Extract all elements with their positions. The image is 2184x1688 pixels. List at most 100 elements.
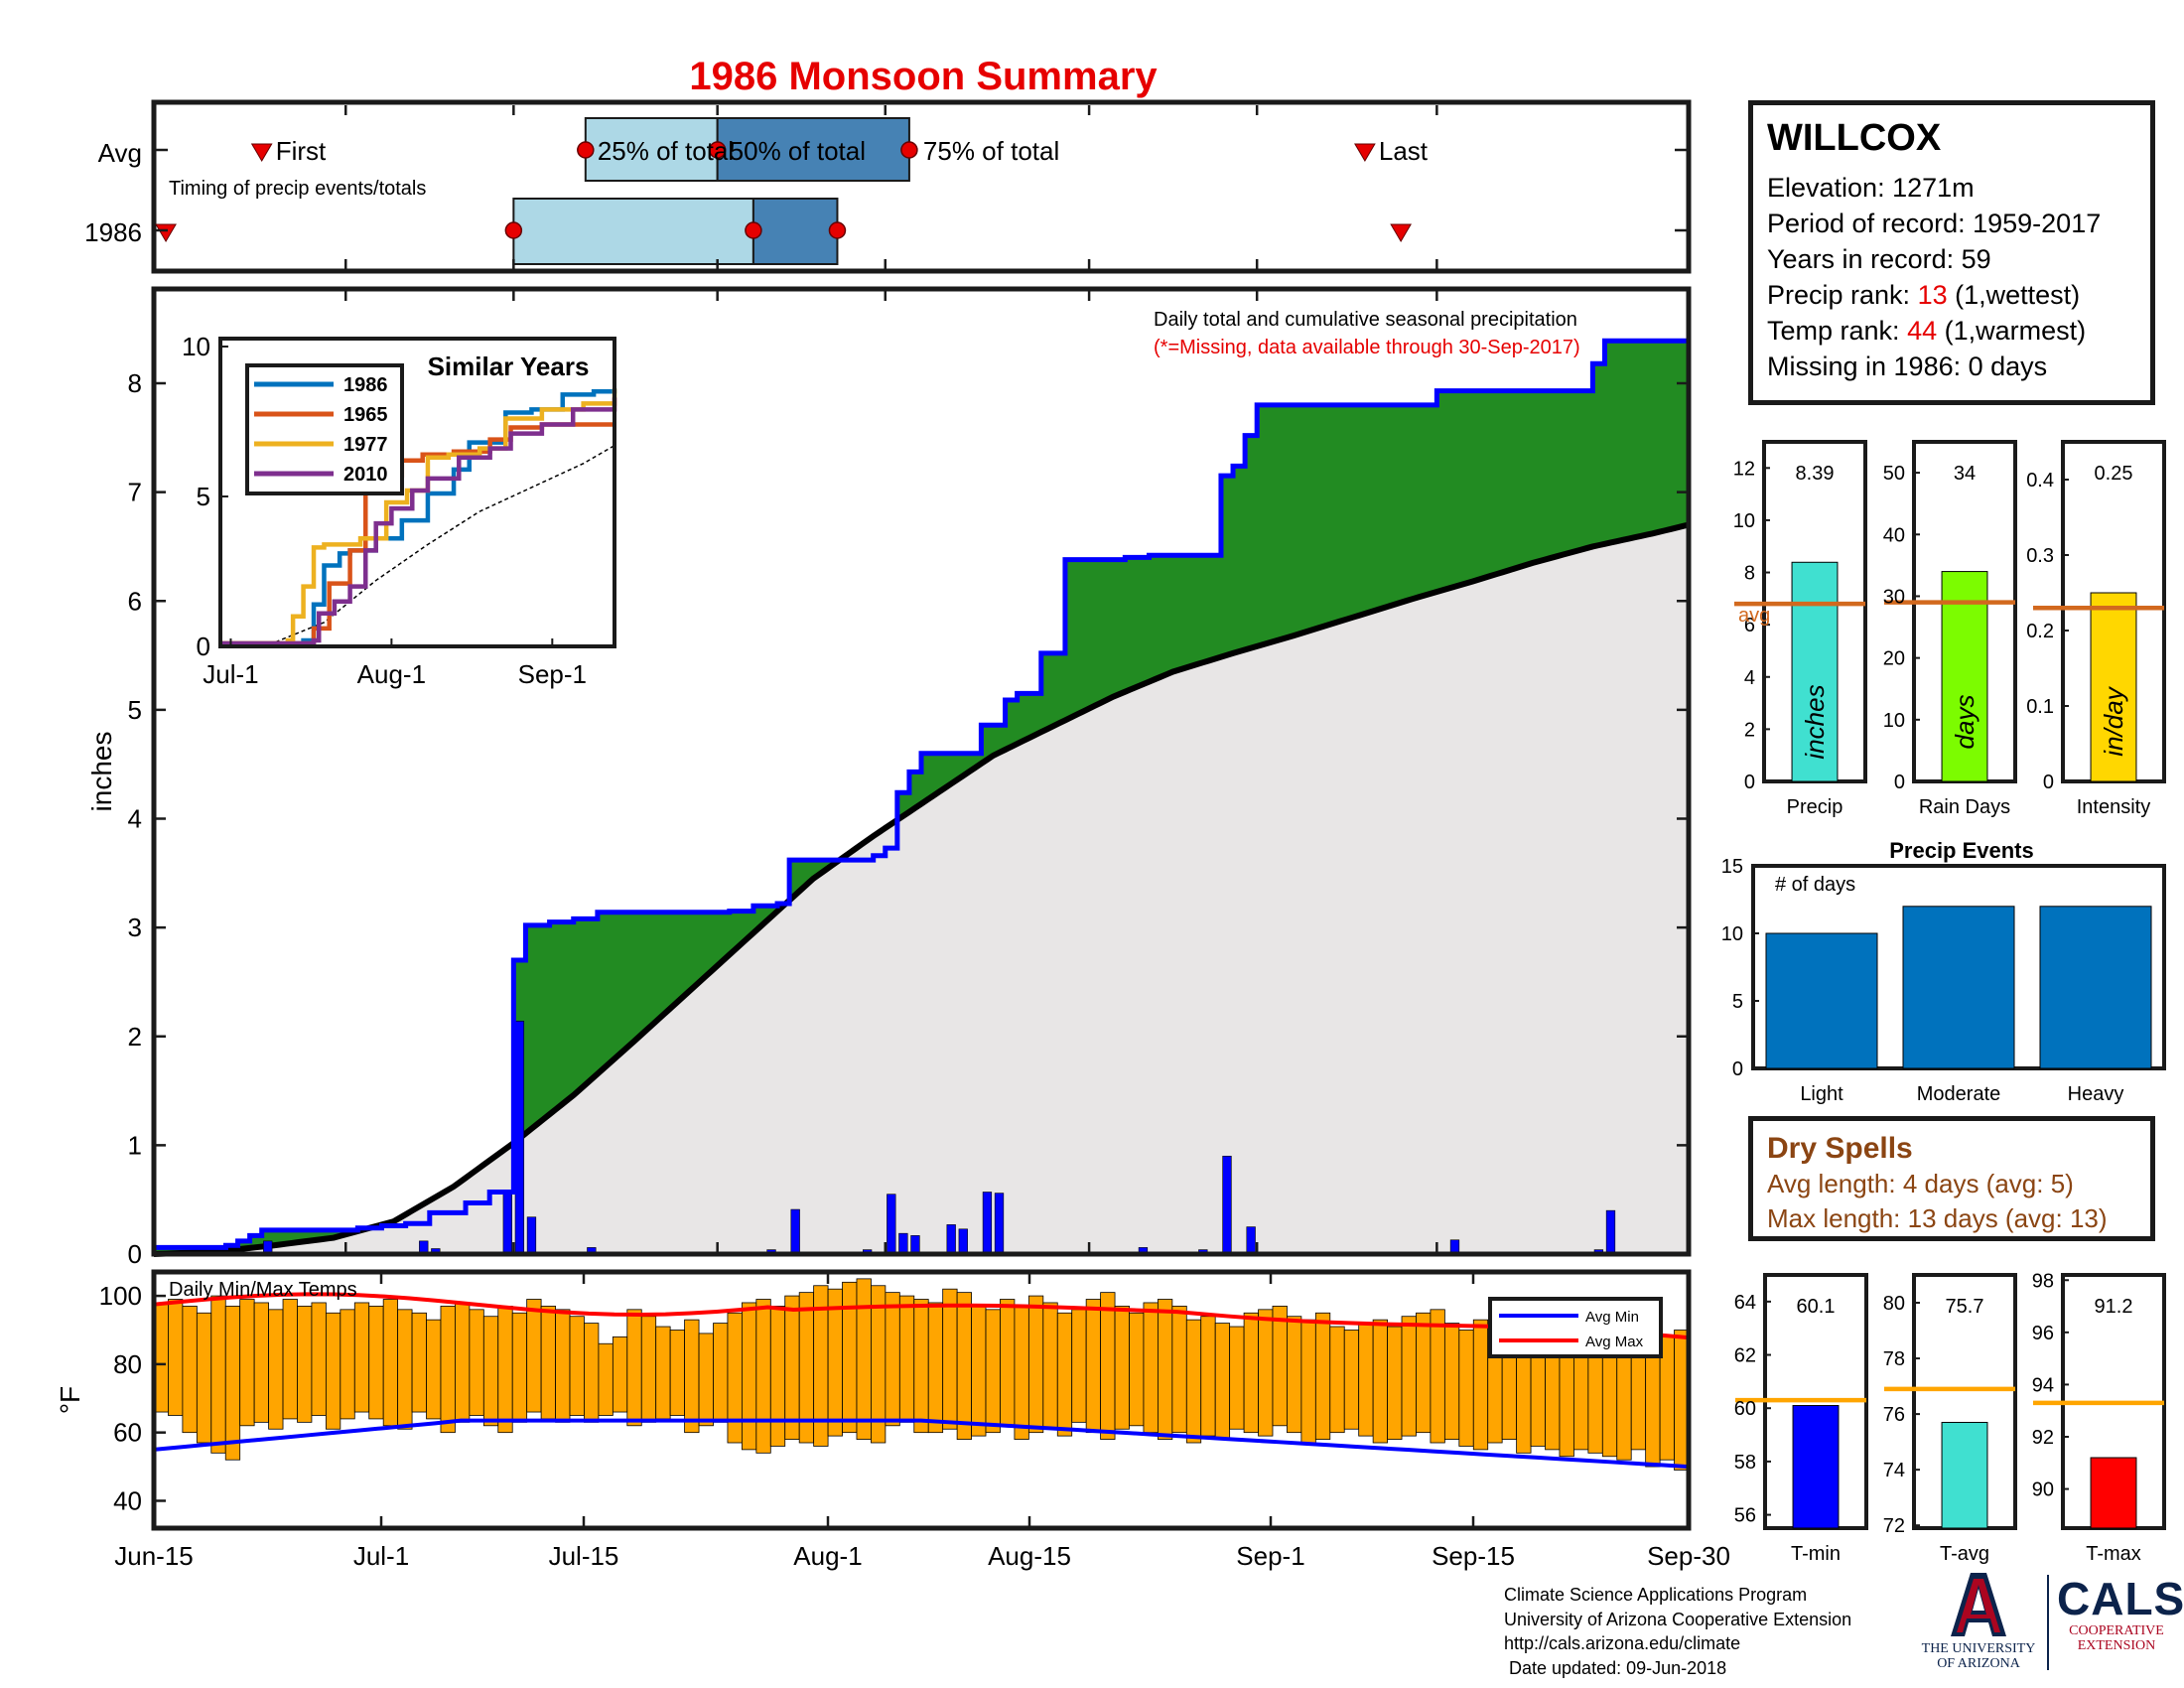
intensity-panel-ytick-label: 0.4 — [2026, 470, 2054, 492]
timing-row-avg: Avg — [98, 138, 142, 168]
tmax-panel-ytick-label: 96 — [2032, 1323, 2054, 1344]
station-precip-rank: Precip rank: 13 (1,wettest) — [1767, 277, 2136, 313]
events-bar-heavy — [2039, 906, 2152, 1069]
daily-temp-bar — [885, 1292, 900, 1427]
events-ytick-label: 10 — [1721, 923, 1743, 945]
daily-temp-bar — [168, 1299, 184, 1416]
tmax-panel-label: T-max — [2086, 1543, 2141, 1565]
daily-temp-bar — [1387, 1326, 1403, 1440]
inset-series-1977 — [220, 388, 617, 646]
station-temp-rank: Temp rank: 44 (1,warmest) — [1767, 313, 2136, 349]
daily-temp-bar — [898, 1295, 915, 1423]
events-ytick-label: 15 — [1721, 856, 1743, 878]
raindays-panel-label: Rain Days — [1919, 796, 2010, 818]
temp-legend: Avg Min Avg Max — [1488, 1297, 1663, 1358]
timing-panel: Avg 1986 Timing of precip events/totals … — [84, 99, 1692, 274]
tmax-panel-ytick-label: 98 — [2032, 1270, 2054, 1292]
daily-temp-bar — [698, 1333, 714, 1427]
precip-panel-bar — [1791, 561, 1839, 782]
tmin-panel: 56 58 60 62 64 60.1 T-min — [1734, 1273, 1868, 1565]
events-bar-light — [1765, 932, 1878, 1069]
main-axes: 0 1 2 3 4 5 6 7 8 — [128, 289, 1689, 1269]
daily-precip-bar — [910, 1235, 920, 1255]
precip-panel: 0 2 4 6 8 10 12 8.39 Precip inches avg — [1733, 440, 1867, 818]
logo-divider — [2047, 1575, 2049, 1670]
raindays-panel-ytick-label: 20 — [1883, 648, 1905, 670]
temp-legend-box — [1488, 1297, 1663, 1358]
daily-temp-bar — [1129, 1312, 1145, 1427]
average-cumulative-line — [153, 521, 1690, 1257]
precip-rank-value: 13 — [1917, 280, 1948, 310]
year-last-marker — [1390, 223, 1413, 242]
main-note-1: Daily total and cumulative seasonal prec… — [1154, 309, 1577, 331]
daily-temp-bar — [612, 1336, 628, 1413]
daily-temp-bar — [482, 1316, 499, 1427]
footer-line-2: University of Arizona Cooperative Extens… — [1504, 1609, 1852, 1629]
last-label: Last — [1379, 136, 1429, 166]
tavg-panel-ytick-label: 76 — [1883, 1404, 1905, 1426]
daily-precip-bar — [958, 1228, 968, 1255]
events-ytick-label: 5 — [1732, 991, 1743, 1013]
inset-ytick-label: 5 — [197, 482, 210, 511]
precip-panel-ytick-label: 2 — [1744, 719, 1755, 741]
daily-temp-bar — [239, 1299, 255, 1427]
raindays-panel-unit: days — [1950, 695, 1979, 750]
cals-logo: CALS COOPERATIVE EXTENSION — [2057, 1574, 2184, 1653]
temp-ytick-label: 40 — [113, 1485, 142, 1515]
daily-precip-bar — [514, 1021, 525, 1255]
precip-panel-ytick-label: 8 — [1744, 563, 1755, 585]
daily-temp-bar — [1100, 1292, 1116, 1440]
avg-p75-dot — [900, 141, 918, 159]
above-average-area — [154, 341, 1690, 1254]
daily-temp-bar — [1071, 1309, 1087, 1423]
events-category-label: Light — [1800, 1083, 1843, 1105]
temp-ytick-label: 80 — [113, 1349, 142, 1379]
dry-spells-title: Dry Spells — [1767, 1132, 1913, 1165]
daily-temp-bar — [927, 1302, 944, 1434]
daily-temp-bar — [1372, 1319, 1388, 1444]
daily-temp-bar — [210, 1295, 226, 1454]
temp-xtick-label: Jul-1 — [353, 1541, 409, 1571]
dry-spells-box: Dry Spells Avg length: 4 days (avg: 5) M… — [1748, 1116, 2155, 1241]
daily-temp-bar — [1143, 1302, 1159, 1434]
daily-temp-bar — [971, 1306, 987, 1437]
inset-xtick-label: Jul-1 — [203, 659, 258, 689]
temp-rank-prefix: Temp rank: — [1767, 316, 1908, 346]
temp-xtick-label: Jul-15 — [549, 1541, 619, 1571]
footer-line-3: http://cals.arizona.edu/climate — [1504, 1633, 1741, 1653]
precip-panel-ytick-label: 4 — [1744, 667, 1755, 689]
temp-title: Daily Min/Max Temps — [169, 1279, 357, 1301]
precip-rank-prefix: Precip rank: — [1767, 280, 1918, 310]
main-ytick-label: 7 — [128, 478, 142, 507]
year-25-50-box — [512, 198, 754, 265]
first-label: First — [276, 136, 327, 166]
raindays-panel: 0 10 20 30 40 50 34 Rain Days days — [1883, 440, 2017, 818]
main-frame — [151, 286, 1692, 1257]
daily-precip-bar — [887, 1194, 896, 1255]
tmin-panel-label: T-min — [1791, 1543, 1841, 1565]
daily-temp-bar — [1229, 1326, 1245, 1430]
timing-row-year: 1986 — [84, 217, 142, 247]
daily-temp-bar — [784, 1295, 800, 1440]
daily-precip-bar — [1605, 1209, 1616, 1255]
daily-temp-bar — [540, 1306, 556, 1420]
raindays-panel-ytick-label: 30 — [1883, 586, 1905, 608]
temp-frame — [151, 1269, 1692, 1531]
daily-temp-bar — [640, 1316, 657, 1423]
daily-temp-bars — [153, 1278, 1690, 1471]
inset-ytick-label: 10 — [182, 332, 210, 361]
daily-temp-bar — [1114, 1306, 1130, 1430]
year-cumulative-line — [154, 338, 1689, 1250]
temp-rank-value: 44 — [1907, 316, 1938, 346]
year-50-75-box — [751, 198, 839, 265]
daily-temp-bar — [268, 1309, 284, 1430]
daily-precip-bar — [982, 1192, 993, 1255]
dry-max-length: Max length: 13 days (avg: 13) — [1767, 1203, 2108, 1233]
legend-avg-max-label: Avg Max — [1585, 1334, 1644, 1350]
daily-precip-bar — [994, 1193, 1005, 1255]
daily-temp-bar — [856, 1278, 872, 1440]
inset-legend-label: 2010 — [343, 464, 388, 486]
daily-temp-bar — [182, 1306, 198, 1434]
ua-text-2: OF ARIZONA — [1937, 1656, 2020, 1671]
